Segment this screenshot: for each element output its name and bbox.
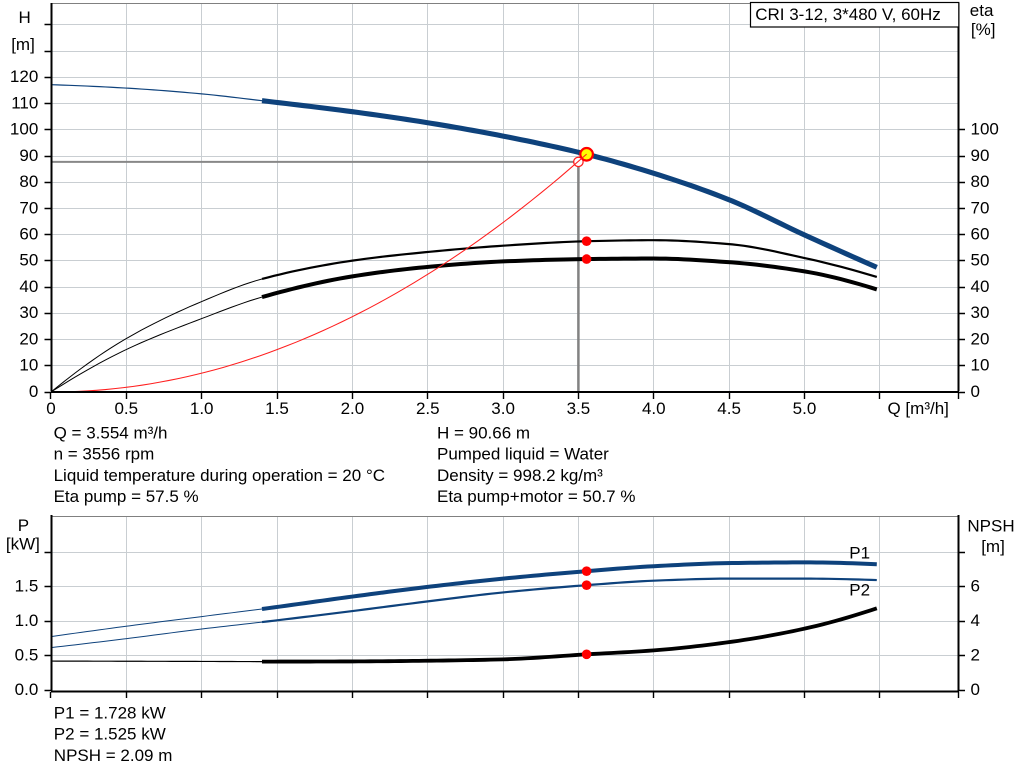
svg-text:H = 90.66 m: H = 90.66 m — [437, 424, 530, 443]
svg-text:50: 50 — [971, 251, 990, 270]
svg-text:P2: P2 — [849, 581, 870, 600]
svg-text:P1 = 1.728 kW: P1 = 1.728 kW — [54, 703, 166, 722]
svg-text:30: 30 — [19, 303, 38, 322]
svg-text:0: 0 — [29, 382, 38, 401]
svg-text:90: 90 — [19, 146, 38, 165]
svg-text:P: P — [18, 516, 29, 535]
svg-text:1.0: 1.0 — [190, 399, 214, 418]
svg-text:120: 120 — [10, 67, 38, 86]
svg-text:60: 60 — [971, 225, 990, 244]
svg-text:4: 4 — [971, 611, 980, 630]
svg-text:70: 70 — [971, 198, 990, 217]
svg-text:[m]: [m] — [981, 537, 1005, 556]
svg-text:20: 20 — [971, 329, 990, 348]
svg-text:eta: eta — [970, 1, 994, 20]
svg-text:0.0: 0.0 — [15, 680, 39, 699]
svg-text:[kW]: [kW] — [6, 535, 40, 554]
svg-text:1.5: 1.5 — [265, 399, 289, 418]
svg-text:10: 10 — [19, 356, 38, 375]
svg-text:[%]: [%] — [971, 20, 996, 39]
svg-text:NPSH: NPSH — [967, 516, 1014, 535]
svg-text:2.5: 2.5 — [416, 399, 440, 418]
svg-text:3.0: 3.0 — [491, 399, 515, 418]
svg-text:60: 60 — [19, 225, 38, 244]
svg-text:10: 10 — [971, 356, 990, 375]
svg-text:110: 110 — [11, 93, 38, 112]
svg-text:30: 30 — [971, 303, 990, 322]
svg-text:4.5: 4.5 — [717, 399, 741, 418]
svg-text:Liquid temperature during oper: Liquid temperature during operation = 20… — [54, 466, 385, 485]
svg-text:Eta pump = 57.5 %: Eta pump = 57.5 % — [54, 487, 199, 506]
svg-text:Pumped liquid = Water: Pumped liquid = Water — [437, 445, 609, 464]
svg-text:Q [m³/h]: Q [m³/h] — [887, 399, 948, 418]
svg-text:5.0: 5.0 — [793, 399, 817, 418]
svg-text:4.0: 4.0 — [642, 399, 666, 418]
svg-text:20: 20 — [19, 329, 38, 348]
svg-text:80: 80 — [971, 172, 990, 191]
svg-text:1.0: 1.0 — [15, 611, 39, 630]
svg-text:Eta pump+motor = 50.7 %: Eta pump+motor = 50.7 % — [437, 487, 635, 506]
svg-text:2: 2 — [971, 646, 980, 665]
svg-text:NPSH = 2.09 m: NPSH = 2.09 m — [54, 746, 173, 765]
svg-text:3.5: 3.5 — [567, 399, 591, 418]
svg-text:50: 50 — [19, 251, 38, 270]
svg-text:P1: P1 — [849, 544, 870, 563]
svg-text:Density = 998.2 kg/m³: Density = 998.2 kg/m³ — [437, 466, 603, 485]
svg-text:0: 0 — [46, 399, 55, 418]
svg-text:100: 100 — [971, 120, 999, 139]
svg-text:0: 0 — [971, 680, 980, 699]
svg-text:100: 100 — [10, 120, 38, 139]
svg-text:0: 0 — [971, 382, 980, 401]
svg-text:90: 90 — [971, 146, 990, 165]
svg-text:70: 70 — [19, 198, 38, 217]
svg-text:2.0: 2.0 — [341, 399, 365, 418]
svg-text:0.5: 0.5 — [15, 646, 39, 665]
svg-text:40: 40 — [971, 277, 990, 296]
svg-text:Q = 3.554 m³/h: Q = 3.554 m³/h — [54, 424, 168, 443]
svg-text:H: H — [18, 8, 30, 27]
svg-text:[m]: [m] — [11, 35, 35, 54]
svg-text:P2 = 1.525 kW: P2 = 1.525 kW — [54, 725, 166, 744]
svg-text:1.5: 1.5 — [15, 577, 39, 596]
svg-text:CRI 3-12, 3*480 V, 60Hz: CRI 3-12, 3*480 V, 60Hz — [755, 5, 941, 24]
svg-text:80: 80 — [19, 172, 38, 191]
svg-text:0.5: 0.5 — [114, 399, 138, 418]
svg-text:6: 6 — [971, 577, 980, 596]
svg-text:40: 40 — [19, 277, 38, 296]
svg-text:n = 3556 rpm: n = 3556 rpm — [54, 445, 155, 464]
